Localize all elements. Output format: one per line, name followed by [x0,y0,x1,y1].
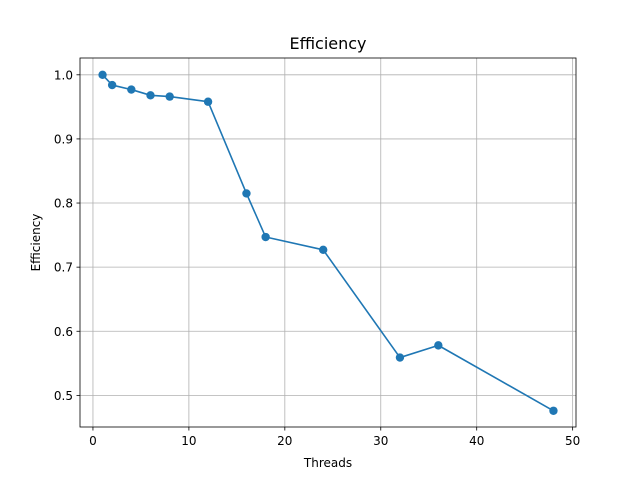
data-point [146,91,155,100]
x-tick-label: 30 [373,434,388,448]
data-point [203,97,213,106]
y-tick-label: 0.9 [54,132,73,146]
grid-layer [80,58,576,427]
y-tick-label: 0.7 [54,261,73,275]
data-point [165,92,174,101]
data-point [242,189,251,198]
x-tick-label: 10 [181,434,196,448]
data-point [98,70,107,80]
data-point [107,80,117,90]
x-axis-label: Threads [303,456,352,470]
series-layer [98,70,558,415]
y-tick-label: 0.5 [54,389,73,403]
y-axis-label: Efficiency [29,214,43,272]
data-point [395,353,405,362]
x-tick-label: 40 [469,434,484,448]
data-point [127,85,136,94]
y-tick-label: 0.8 [54,197,73,211]
plot-frame [79,57,577,428]
chart-title: Efficiency [289,34,366,53]
y-tick-label: 0.6 [54,325,73,339]
x-tick-label: 20 [277,434,292,448]
data-point [261,232,270,242]
data-point [549,406,558,415]
x-tick-label: 0 [89,434,97,448]
tick-layer: 0 10 20 30 40 50 0.5 0.6 0.7 0.8 0.9 1.0 [54,68,580,448]
data-point [319,245,328,255]
y-tick-label: 1.0 [54,68,73,82]
x-tick-label: 50 [565,434,580,448]
data-point [434,341,443,350]
